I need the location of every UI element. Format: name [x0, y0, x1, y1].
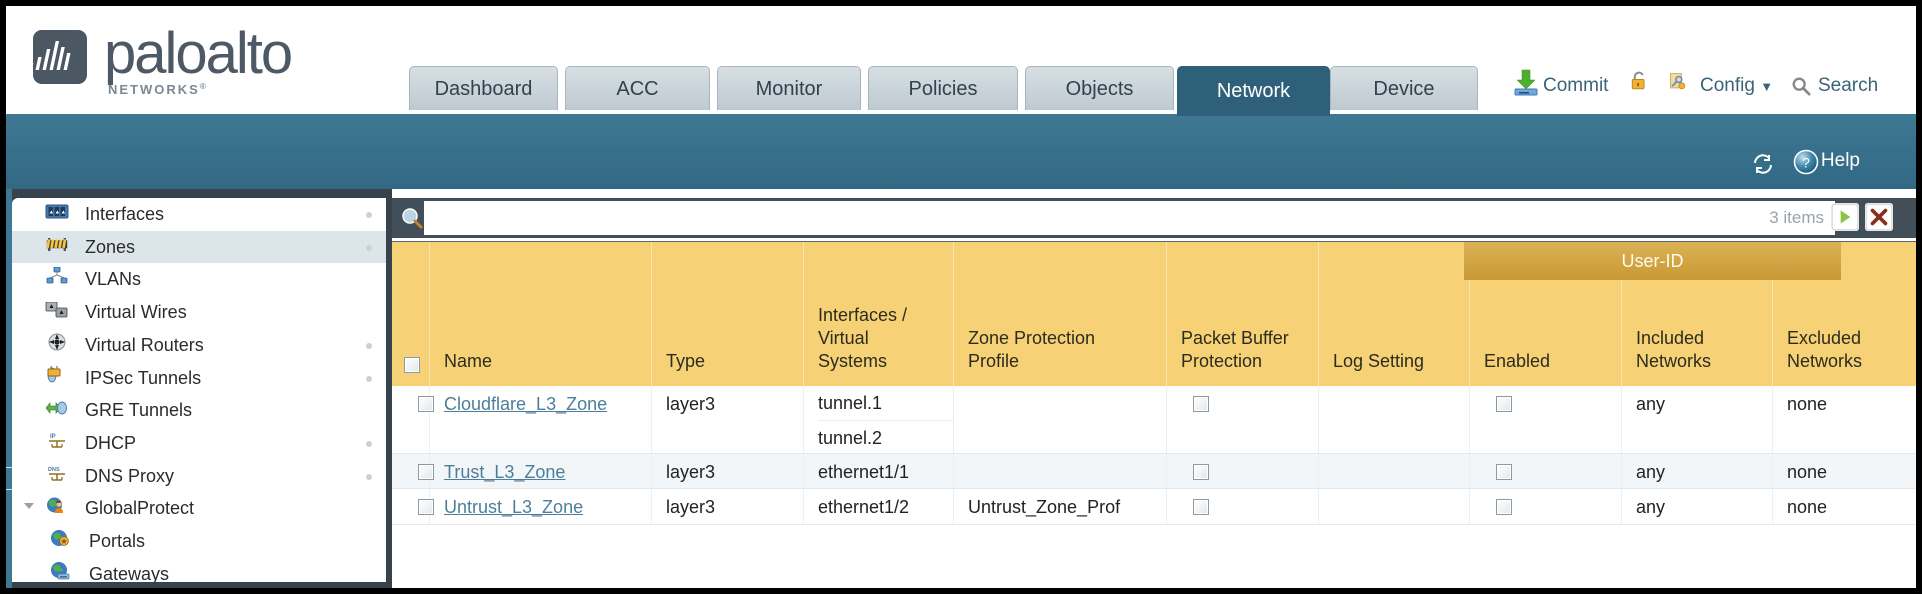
svg-text:DNS: DNS — [48, 467, 60, 473]
svg-text:IP: IP — [50, 434, 56, 440]
svg-text:?: ? — [1802, 155, 1810, 171]
